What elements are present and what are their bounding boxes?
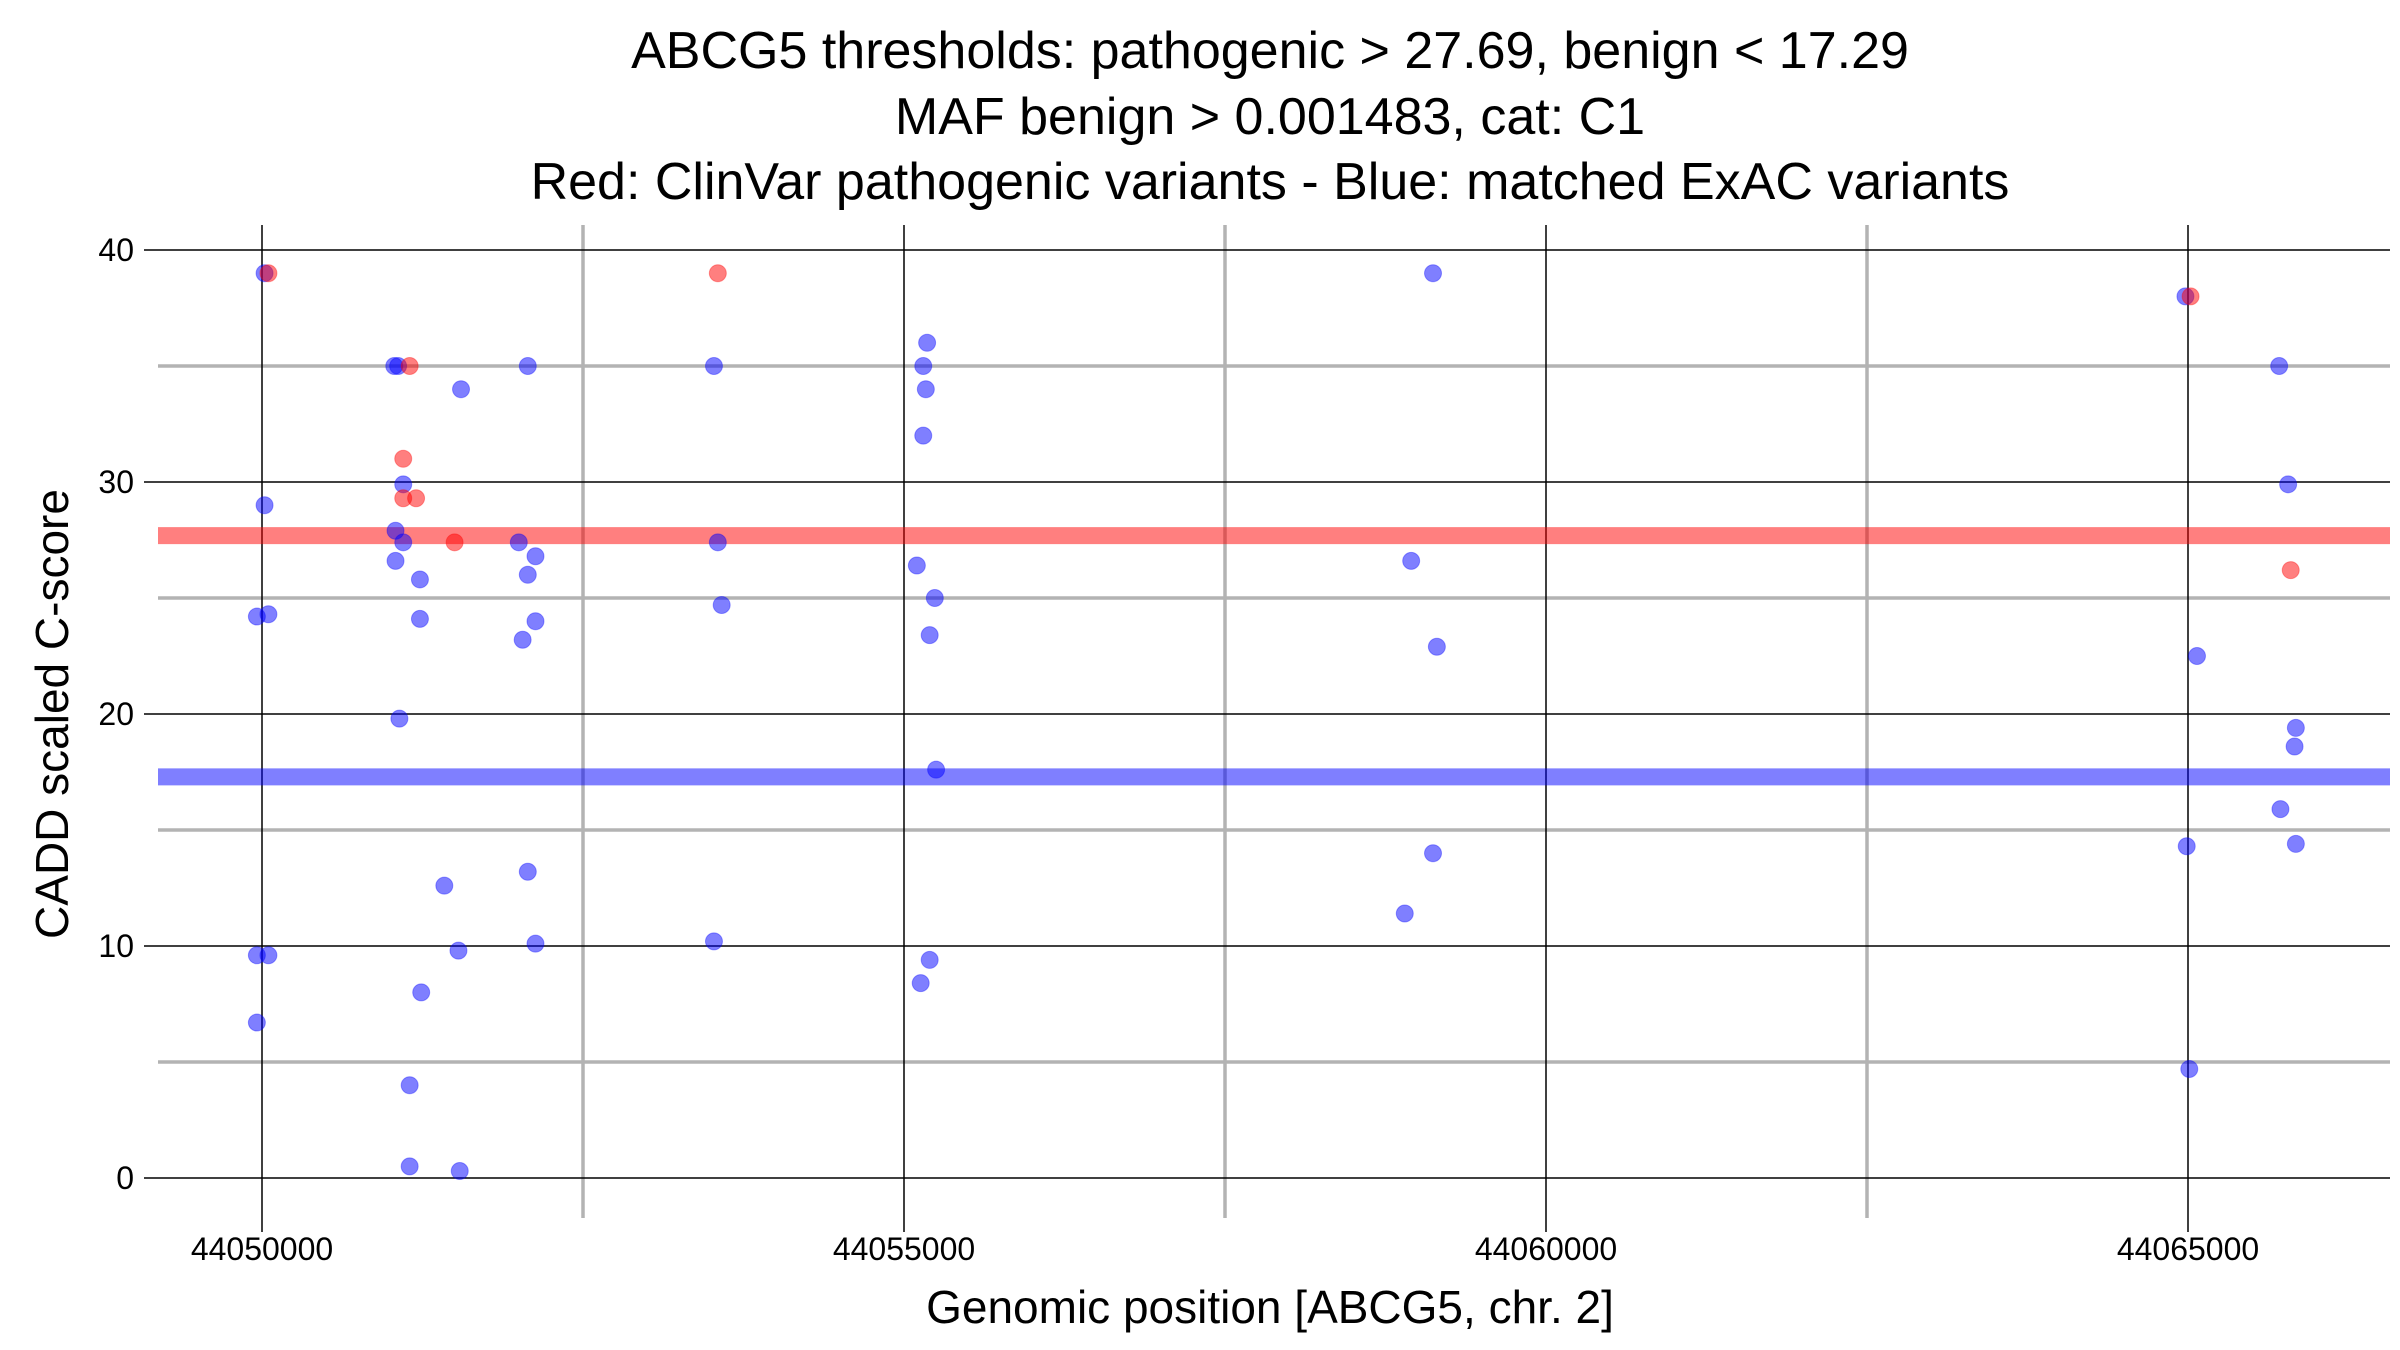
exac-point — [1395, 904, 1414, 923]
x-tick-label: 44060000 — [1475, 1231, 1617, 1267]
y-axis: 0 10 20 30 40 — [98, 232, 158, 1196]
exac-point — [526, 612, 545, 631]
y-tick-label: 10 — [98, 928, 134, 964]
exac-point — [509, 533, 528, 552]
exac-point — [450, 1162, 469, 1181]
y-tick-label: 40 — [98, 232, 134, 268]
exac-point — [916, 380, 935, 399]
exac-point — [925, 589, 944, 607]
exac-point — [400, 1076, 419, 1095]
clinvar-point — [2281, 561, 2300, 580]
clinvar-point — [394, 449, 413, 468]
exac-point — [920, 950, 939, 969]
title-line-2: MAF benign > 0.001483, cat: C1 — [895, 88, 1645, 146]
exac-point — [914, 357, 933, 375]
exac-point — [920, 626, 939, 645]
chart-title: ABCG5 thresholds: pathogenic > 27.69, be… — [531, 22, 2010, 211]
y-tick-label: 20 — [98, 696, 134, 732]
exac-point — [2270, 357, 2289, 375]
exac-point — [394, 533, 413, 552]
clinvar-point — [2181, 287, 2200, 306]
exac-point — [518, 357, 537, 375]
threshold-lines — [158, 527, 2390, 786]
exac-point — [247, 1013, 266, 1032]
minor-grid — [158, 225, 2390, 1218]
exac-point — [1402, 551, 1421, 570]
exac-point — [255, 496, 274, 515]
exac-point — [518, 862, 537, 881]
clinvar-point — [400, 357, 419, 375]
exac-point — [400, 1157, 419, 1176]
exac-point — [435, 876, 454, 895]
exac-point — [704, 932, 723, 951]
exac-point — [2271, 800, 2290, 819]
exac-point — [410, 609, 429, 628]
y-axis-title: CADD scaled C-score — [26, 489, 78, 939]
x-tick-label: 44065000 — [2117, 1231, 2259, 1267]
clinvar-point — [259, 264, 278, 283]
exac-point — [708, 533, 727, 552]
exac-point — [513, 630, 532, 649]
exac-point — [410, 570, 429, 589]
exac-point — [1427, 637, 1446, 656]
exac-point — [911, 974, 930, 993]
exac-point — [386, 551, 405, 570]
exac-point — [712, 595, 731, 614]
clinvar-point — [708, 264, 727, 283]
exac-point — [1424, 844, 1443, 863]
exac-point — [1424, 264, 1443, 283]
exac-point — [259, 605, 278, 624]
x-tick-label: 44055000 — [833, 1231, 975, 1267]
clinvar-point — [445, 533, 464, 552]
clinvar-point — [407, 489, 426, 508]
exac-point — [704, 357, 723, 375]
data-points — [247, 264, 2305, 1181]
x-axis-title: Genomic position [ABCG5, chr. 2] — [926, 1281, 1614, 1333]
exac-point — [2285, 737, 2304, 756]
exac-point — [449, 941, 468, 960]
exac-point — [2279, 475, 2298, 494]
exac-point — [2187, 647, 2206, 665]
exac-point — [907, 556, 926, 575]
exac-point — [259, 946, 278, 965]
exac-point — [914, 426, 933, 445]
exac-point — [918, 333, 937, 352]
title-line-1: ABCG5 thresholds: pathogenic > 27.69, be… — [631, 22, 1909, 80]
exac-point — [2177, 837, 2196, 856]
exac-point — [526, 934, 545, 953]
exac-point — [526, 547, 545, 566]
exac-point — [452, 380, 471, 399]
x-tick-label: 44050000 — [191, 1231, 333, 1267]
exac-point — [2286, 834, 2305, 853]
exac-point — [2286, 718, 2305, 737]
exac-point — [412, 983, 431, 1002]
exac-point — [518, 565, 537, 584]
major-grid — [158, 225, 2390, 1218]
title-line-3: Red: ClinVar pathogenic variants - Blue:… — [531, 153, 2010, 211]
exac-point — [927, 760, 946, 779]
x-axis: 44050000 44055000 44060000 44065000 — [191, 1218, 2259, 1267]
exac-point — [2180, 1059, 2199, 1078]
exac-point — [390, 709, 409, 728]
y-tick-label: 0 — [116, 1160, 134, 1196]
y-tick-label: 30 — [98, 464, 134, 500]
